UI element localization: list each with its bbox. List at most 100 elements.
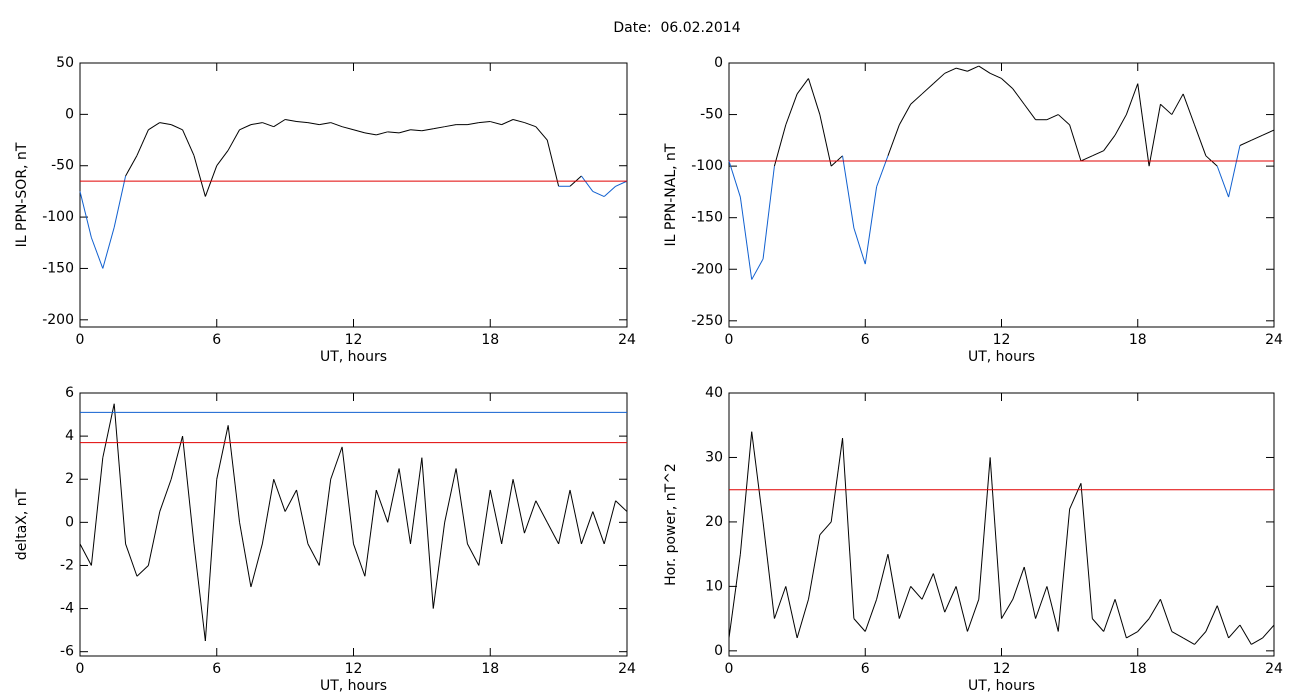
data-line-segment [421,457,434,609]
data-line-segment [204,479,218,641]
data-line-segment [785,93,798,126]
data-line-segment [387,468,400,523]
data-line-segment [125,155,138,177]
data-line-segment [285,119,297,123]
x-tick-label: 24 [618,332,636,348]
data-line-segment [955,67,968,72]
data-line-segment [1239,139,1252,146]
data-line-segment [250,122,263,126]
x-tick-label: 0 [725,332,734,348]
x-tick-label: 6 [212,332,221,348]
y-tick-label: -4 [60,601,74,617]
data-line-segment [273,479,286,512]
data-line-segment [864,599,878,632]
data-line-segment [330,122,343,128]
data-line-segment [1148,104,1161,167]
data-line-segment [1023,566,1037,619]
data-line-segment [864,186,878,265]
data-line-segment [148,122,161,131]
y-tick-label: -6 [60,644,74,660]
data-line-segment [819,521,832,536]
data-line-segment [1001,78,1014,90]
data-line-segment [592,190,605,197]
data-line-segment [967,65,979,72]
data-line-segment [79,191,92,238]
data-line-segment [1012,566,1025,600]
data-line-segment [319,122,331,126]
data-line-segment [1125,83,1139,115]
data-line-segment [182,129,195,156]
data-line-segment [1251,637,1263,645]
data-line-segment [933,72,946,84]
data-line-segment [955,586,968,632]
data-line-segment [785,586,798,639]
x-tick-label: 12 [345,661,363,677]
data-line-segment [284,489,297,512]
data-line-segment [523,500,537,534]
data-line-segment [581,175,594,192]
data-line-segment [603,185,616,197]
data-line-segment [1001,599,1014,619]
data-line-segment [398,129,411,134]
data-line-segment [113,175,127,228]
data-line-segment [1091,618,1105,632]
data-line-segment [239,124,252,131]
y-tick-label: 6 [65,385,74,401]
data-line-segment [773,586,787,619]
data-line-segment [1103,134,1116,151]
data-line-segment [467,122,479,126]
data-line-segment [478,489,491,566]
data-line-segment [261,479,275,544]
x-tick-label: 12 [993,332,1011,348]
data-line-segment [1171,93,1184,115]
data-line-segment [1046,114,1059,121]
y-axis-label: deltaX, nT [14,488,30,560]
data-line-segment [421,128,434,132]
data-line-segment [524,122,537,128]
data-line-segment [1228,145,1241,198]
data-line-segment [944,67,957,74]
y-tick-label: 4 [65,428,74,444]
data-line-segment [330,446,343,480]
x-tick-label: 24 [618,661,636,677]
data-line-segment [615,180,628,187]
data-line-segment [546,139,560,187]
data-line-segment [512,479,525,534]
data-line-segment [318,479,332,566]
data-line-segment [1046,586,1059,632]
data-line-segment [819,114,832,167]
data-line-segment [796,599,809,639]
data-line-segment [409,457,423,544]
data-line-segment [580,511,594,545]
data-line-segment [728,554,741,639]
data-line-segment [193,543,206,641]
data-line-segment [1012,88,1025,105]
x-tick-label: 0 [725,661,734,677]
data-line-segment [136,565,149,577]
figure-title: Date: 06.02.2014 [613,20,740,36]
x-tick-label: 12 [993,661,1011,677]
data-line-segment [273,119,286,128]
data-line-segment [341,126,354,131]
data-line-segment [751,431,764,522]
x-tick-label: 24 [1265,661,1283,677]
x-tick-label: 0 [76,661,85,677]
x-tick-label: 6 [212,661,221,677]
data-line-segment [978,65,991,74]
plot-frame [728,62,1275,328]
data-line-segment [853,618,866,632]
y-tick-label: 40 [705,385,723,401]
data-line-segment [387,131,400,134]
data-line-segment [307,543,320,566]
data-line-segment [1080,155,1093,162]
data-line-segment [90,457,104,566]
data-line-segment [773,124,787,167]
data-line-segment [1137,83,1150,167]
data-line-segment [603,500,617,545]
data-line-segment [1159,599,1173,632]
data-line-segment [147,511,161,566]
data-line-segment [1160,103,1173,115]
data-line-segment [501,119,514,126]
data-line-segment [1251,134,1263,141]
data-line-segment [1148,599,1161,619]
